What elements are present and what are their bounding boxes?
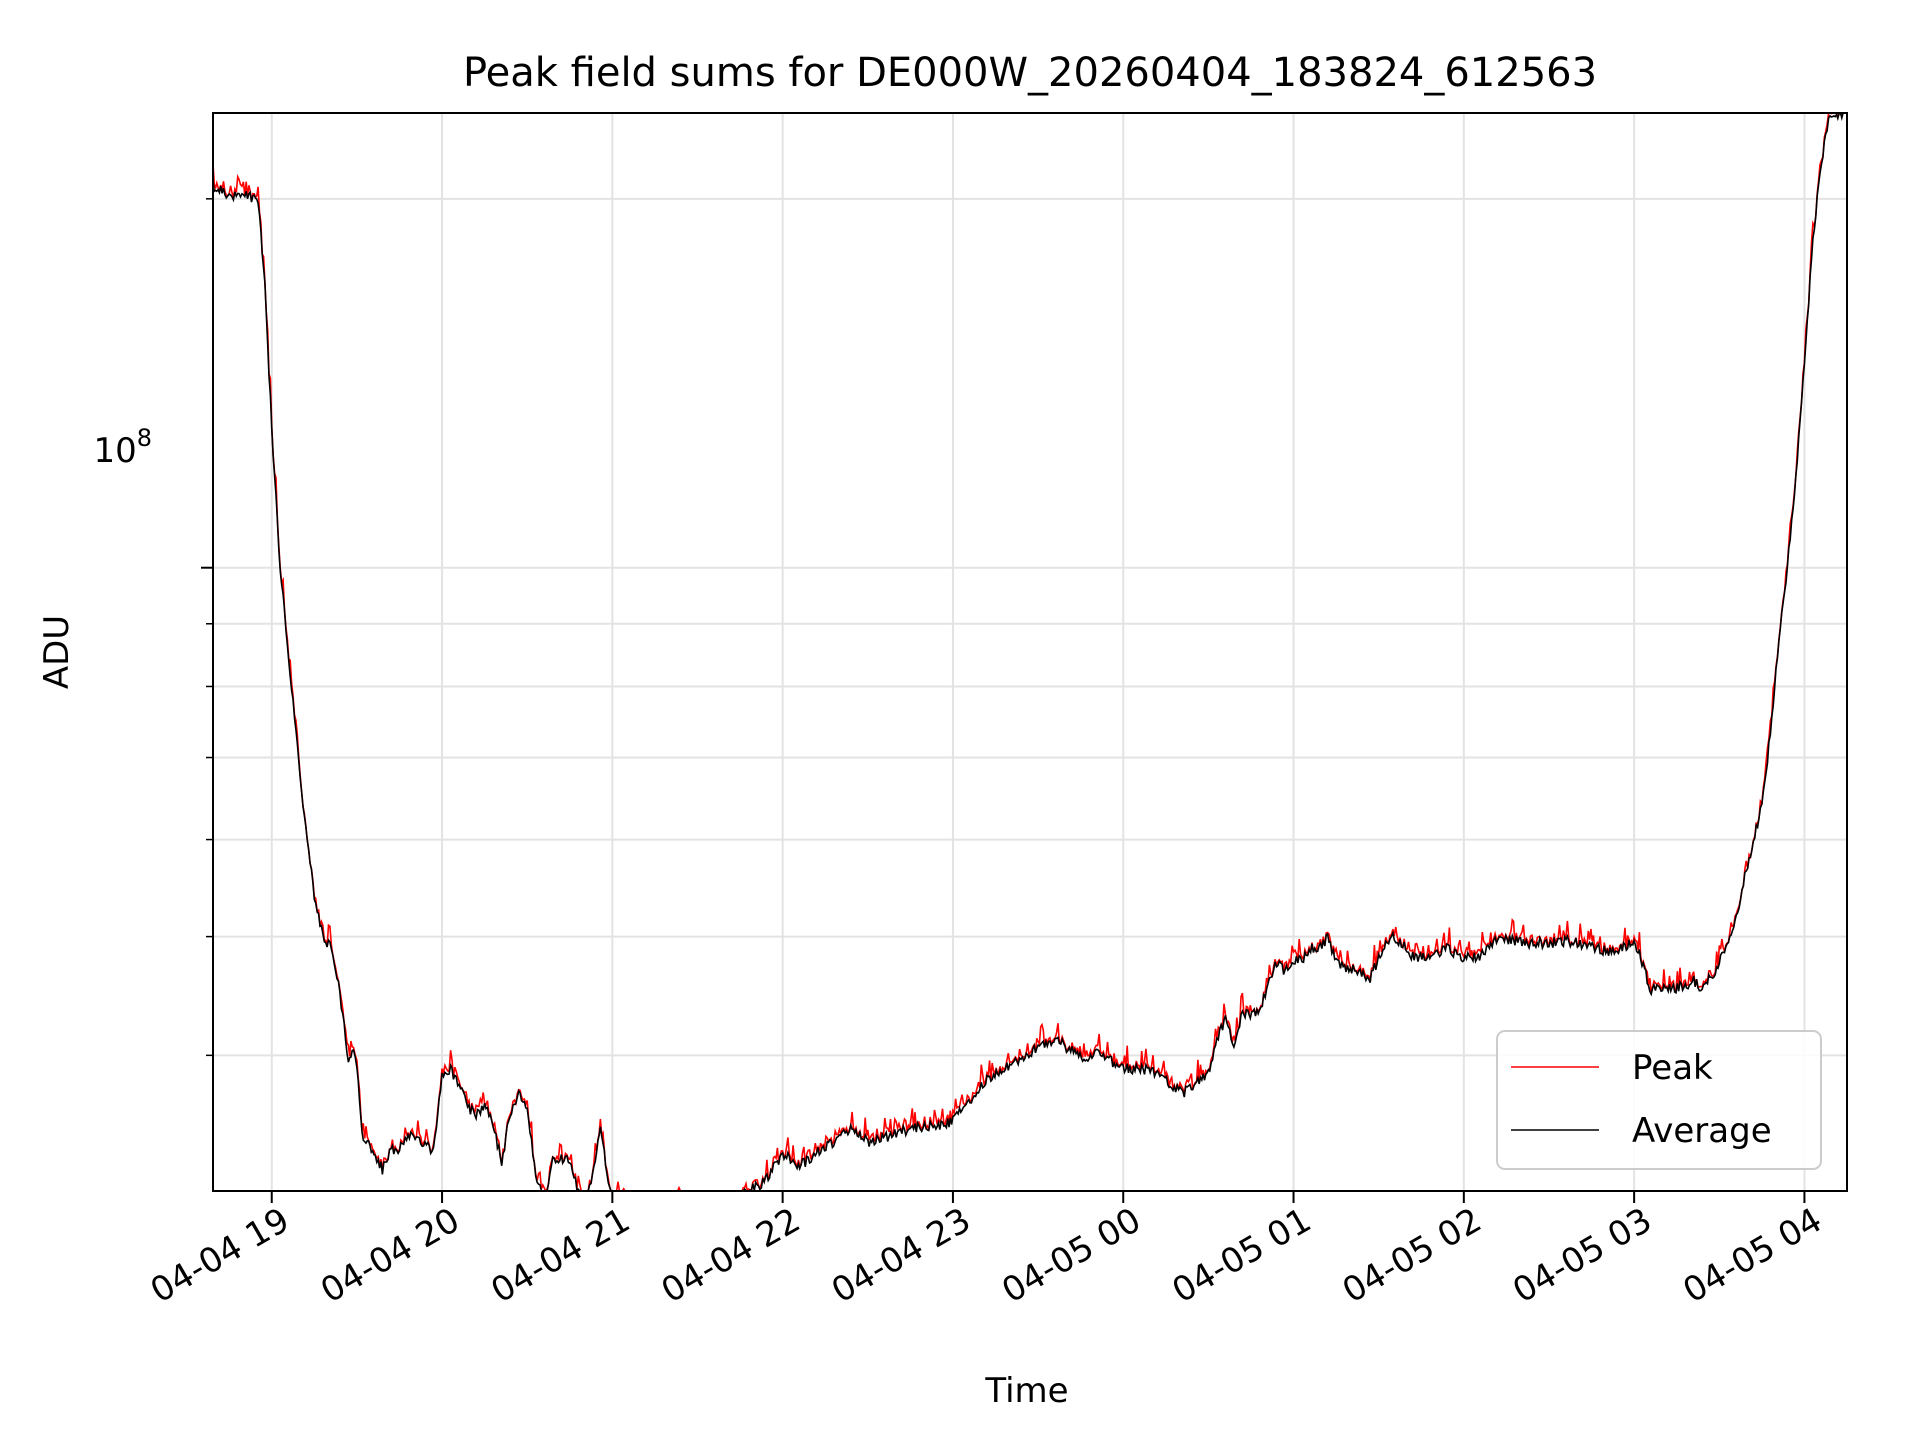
x-axis-label: Time [984,1371,1068,1411]
chart-title: Peak field sums for DE000W_20260404_1838… [463,50,1597,96]
series-line-average [213,113,1847,1191]
y-tick-label-exponent: 8 [137,424,152,452]
y-tick-label-base: 10 [93,431,136,471]
grid-layer [213,113,1847,1191]
y-tick-label-1e8: 108 [93,424,152,471]
series-layer [213,113,1847,1191]
legend-peak-label: Peak [1632,1048,1713,1088]
legend: Peak Average [1496,1030,1822,1170]
y-axis-label: ADU [37,615,77,689]
legend-average-label: Average [1632,1111,1772,1151]
legend-box [1496,1030,1822,1170]
plot-frame [212,112,1848,1192]
